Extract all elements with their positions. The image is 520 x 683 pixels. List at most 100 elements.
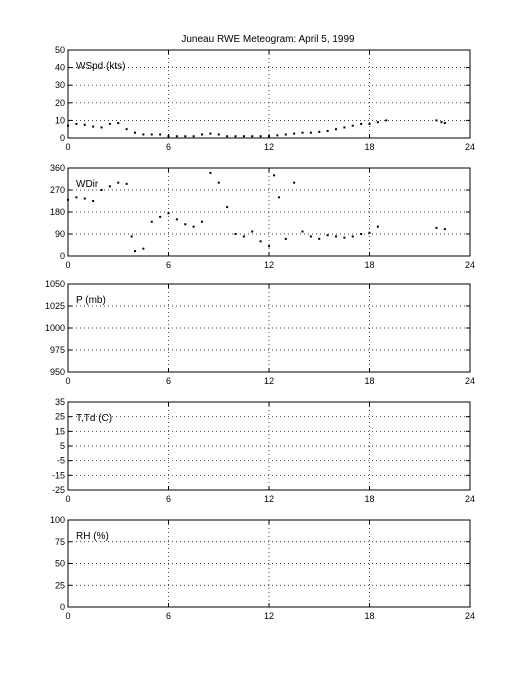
temp-dewpoint-panel: 0 6 12 18 24 -25 -15 -5 5 15 25 35 T,Td (C) [52, 397, 475, 504]
y-tick-label: 975 [50, 345, 65, 355]
data-point [234, 233, 237, 235]
data-point [259, 135, 262, 138]
rh-panel: 0 6 12 18 24 0 25 50 75 100 RH (%) [50, 515, 475, 621]
y-tick-label: 20 [55, 98, 65, 108]
data-point [234, 135, 237, 138]
y-tick-label: 0 [60, 602, 65, 612]
x-tick-label: 12 [264, 260, 274, 270]
data-point [318, 237, 321, 240]
data-point [293, 132, 296, 135]
data-point [276, 134, 279, 137]
data-point [335, 128, 337, 131]
data-point [134, 131, 136, 134]
x-tick-label: 12 [264, 376, 274, 386]
y-tick-label: 25 [55, 412, 65, 422]
data-point [440, 121, 443, 124]
data-point [125, 182, 128, 185]
y-tick-label: 360 [50, 163, 65, 173]
data-point [167, 212, 170, 215]
data-point [201, 133, 203, 136]
data-point [435, 119, 438, 122]
rh-label: RH (%) [76, 531, 109, 542]
x-tick-label: 0 [65, 260, 70, 270]
data-point [376, 225, 379, 228]
data-point [130, 235, 133, 238]
data-point [117, 122, 120, 125]
data-point [226, 135, 229, 138]
y-tick-label: 10 [55, 115, 65, 125]
y-tick-label: 30 [55, 80, 65, 90]
data-point [376, 121, 379, 124]
data-point [360, 233, 363, 235]
data-point [117, 181, 120, 184]
y-tick-label: 50 [55, 45, 65, 55]
data-point [301, 230, 304, 233]
data-point [251, 135, 254, 138]
data-point [242, 135, 245, 138]
y-tick-label: 0 [60, 251, 65, 261]
y-tick-label: 50 [55, 559, 65, 569]
y-tick-label: 35 [55, 397, 65, 407]
data-point [142, 247, 145, 250]
x-tick-label: 18 [364, 142, 374, 152]
wdir-label: WDir [76, 179, 99, 190]
data-point [83, 123, 86, 126]
data-point [385, 119, 388, 122]
data-point [242, 235, 245, 238]
data-point [75, 122, 78, 125]
pressure-label: P (mb) [76, 295, 106, 306]
data-point [318, 130, 321, 133]
data-point [142, 133, 145, 136]
y-tick-label: 15 [55, 426, 65, 436]
x-tick-label: 18 [364, 611, 374, 621]
data-point [293, 181, 296, 184]
data-point [159, 215, 162, 218]
x-tick-label: 24 [465, 494, 475, 504]
data-point [268, 135, 270, 138]
x-tick-label: 6 [166, 494, 171, 504]
data-point [226, 206, 229, 209]
data-point [268, 245, 270, 248]
x-tick-label: 0 [65, 142, 70, 152]
x-tick-label: 6 [166, 376, 171, 386]
data-point [167, 135, 170, 138]
data-point [209, 132, 212, 135]
data-point [435, 226, 438, 229]
data-point [67, 198, 69, 201]
data-point [100, 189, 103, 191]
pressure-panel: 0 6 12 18 24 950 975 1000 1025 1050 P (mb) [45, 279, 475, 386]
y-tick-label: 90 [55, 229, 65, 239]
x-tick-label: 24 [465, 376, 475, 386]
data-point [92, 200, 95, 202]
y-tick-label: 100 [50, 515, 65, 525]
data-point [351, 235, 354, 238]
y-tick-label: 950 [50, 367, 65, 377]
data-point [251, 230, 254, 233]
data-point [343, 236, 346, 239]
x-tick-label: 0 [65, 494, 70, 504]
data-point [150, 220, 153, 223]
data-point [92, 125, 95, 128]
data-point [273, 174, 276, 177]
x-tick-label: 18 [364, 494, 374, 504]
y-tick-label: 180 [50, 207, 65, 217]
x-tick-label: 12 [264, 142, 274, 152]
x-tick-label: 18 [364, 260, 374, 270]
x-tick-label: 6 [166, 260, 171, 270]
data-point [108, 185, 111, 188]
x-tick-label: 24 [465, 260, 475, 270]
data-point [368, 122, 371, 125]
y-tick-label: 1000 [45, 323, 65, 333]
data-point [284, 237, 287, 240]
y-tick-label: 0 [60, 133, 65, 143]
data-point [192, 225, 195, 228]
y-tick-label: -25 [52, 485, 65, 495]
x-tick-label: 6 [166, 611, 171, 621]
data-point [67, 124, 69, 127]
data-point [217, 181, 220, 184]
data-point [184, 223, 187, 226]
data-point [192, 135, 195, 138]
data-point [201, 220, 203, 223]
data-point [335, 235, 337, 238]
